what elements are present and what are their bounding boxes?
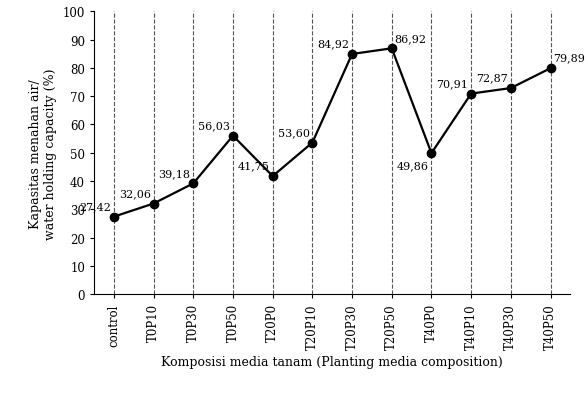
- Text: 53,60: 53,60: [278, 128, 310, 138]
- X-axis label: Komposisi media tanam (Planting media composition): Komposisi media tanam (Planting media co…: [161, 355, 503, 368]
- Text: 72,87: 72,87: [476, 73, 508, 83]
- Text: 27,42: 27,42: [79, 202, 111, 211]
- Text: 32,06: 32,06: [119, 189, 151, 198]
- Text: 84,92: 84,92: [318, 39, 349, 49]
- Text: 70,91: 70,91: [436, 79, 469, 89]
- Text: 79,89: 79,89: [553, 54, 585, 63]
- Text: 49,86: 49,86: [397, 160, 429, 171]
- Text: 56,03: 56,03: [198, 121, 230, 131]
- Text: 41,75: 41,75: [238, 161, 270, 171]
- Text: 86,92: 86,92: [395, 34, 426, 44]
- Y-axis label: Kapasitas menahan air/
water holding capacity (%): Kapasitas menahan air/ water holding cap…: [29, 68, 57, 239]
- Text: 39,18: 39,18: [159, 169, 191, 178]
